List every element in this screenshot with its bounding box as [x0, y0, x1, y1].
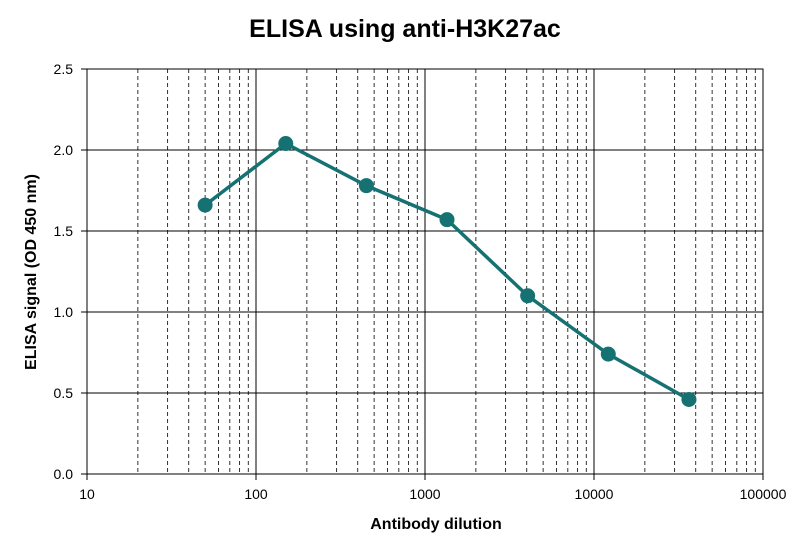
- data-point: [197, 197, 213, 213]
- y-tick-label: 0.0: [54, 466, 74, 482]
- y-tick-label: 2.0: [54, 142, 74, 158]
- y-tick-label: 2.5: [54, 61, 74, 77]
- x-tick-label: 100000: [740, 486, 787, 502]
- data-point: [520, 288, 536, 304]
- x-tick-label: 10: [79, 486, 95, 502]
- y-axis-label: ELISA signal (OD 450 nm): [23, 174, 40, 370]
- data-point: [358, 178, 374, 194]
- y-tick-label: 0.5: [54, 385, 74, 401]
- data-point: [278, 136, 294, 152]
- data-point: [681, 391, 697, 407]
- y-tick-label: 1.5: [54, 223, 74, 239]
- data-point: [600, 346, 616, 362]
- x-tick-label: 1000: [409, 486, 440, 502]
- plot-border: [86, 68, 764, 475]
- y-tick-label: 1.0: [54, 304, 74, 320]
- x-tick-label: 10000: [575, 486, 614, 502]
- x-tick-label: 100: [244, 486, 268, 502]
- data-point: [439, 212, 455, 228]
- x-axis-label: Antibody dilution: [370, 516, 502, 533]
- series-line: [204, 141, 690, 402]
- chart-title: ELISA using anti-H3K27ac: [249, 15, 561, 43]
